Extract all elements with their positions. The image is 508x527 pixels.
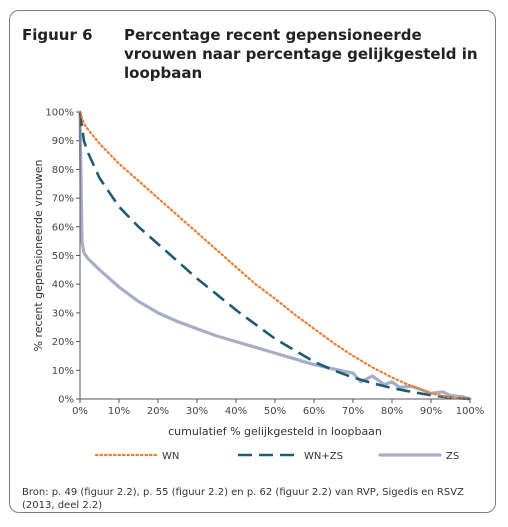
x-tick-label: 90% xyxy=(420,406,442,417)
y-tick-label: 70% xyxy=(52,194,74,205)
x-axis-ticks: 0% 10% 20% 30% 40% 50% 60% 70% 80% 90% 100% xyxy=(72,399,484,417)
legend: WN WN+ZS ZS xyxy=(94,451,459,462)
line-chart: 0% 10% 20% 30% 40% 50% 60% 70% 80% 90% 100% 0% 10% 2… xyxy=(32,108,484,463)
y-tick-label: 60% xyxy=(52,222,74,233)
y-tick-label: 40% xyxy=(52,280,74,291)
x-tick-label: 100% xyxy=(456,406,485,417)
x-tick-label: 0% xyxy=(72,406,88,417)
series-layer xyxy=(78,110,472,401)
legend-label: WN xyxy=(162,451,179,462)
y-tick-label: 0% xyxy=(58,395,74,406)
source-note: Bron: p. 49 (figuur 2.2), p. 55 (figuur … xyxy=(22,487,464,511)
y-tick-label: 10% xyxy=(52,366,74,377)
y-tick-label: 100% xyxy=(45,108,74,119)
series-line-wn xyxy=(78,110,472,401)
y-tick-label: 30% xyxy=(52,308,74,319)
y-axis-ticks: 0% 10% 20% 30% 40% 50% 60% 70% 80% 90% 100% xyxy=(45,108,80,406)
figure-title: Percentage recent gepensioneerde vrouwen… xyxy=(124,26,478,82)
x-tick-label: 40% xyxy=(225,406,247,417)
x-tick-label: 70% xyxy=(342,406,364,417)
chart-area: 0% 10% 20% 30% 40% 50% 60% 70% 80% 90% 100% 0% 10% 2… xyxy=(18,100,488,470)
x-axis-label: cumulatief % gelijkgesteld in loopbaan xyxy=(168,425,382,438)
series-line-wn-zs xyxy=(78,111,471,401)
x-tick-label: 30% xyxy=(186,406,208,417)
y-tick-label: 20% xyxy=(52,337,74,348)
y-tick-label: 80% xyxy=(52,165,74,176)
y-tick-label: 50% xyxy=(52,251,74,262)
figure-label: Figuur 6 xyxy=(22,26,93,44)
legend-label: ZS xyxy=(446,451,459,462)
y-tick-label: 90% xyxy=(52,136,74,147)
series-line-zs xyxy=(78,110,472,401)
x-tick-label: 60% xyxy=(303,406,325,417)
x-tick-label: 50% xyxy=(264,406,286,417)
x-tick-label: 20% xyxy=(147,406,169,417)
y-axis-label: % recent gepensioneerde vrouwen xyxy=(32,160,45,352)
x-tick-label: 10% xyxy=(108,406,130,417)
legend-label: WN+ZS xyxy=(304,451,343,462)
x-tick-label: 80% xyxy=(381,406,403,417)
